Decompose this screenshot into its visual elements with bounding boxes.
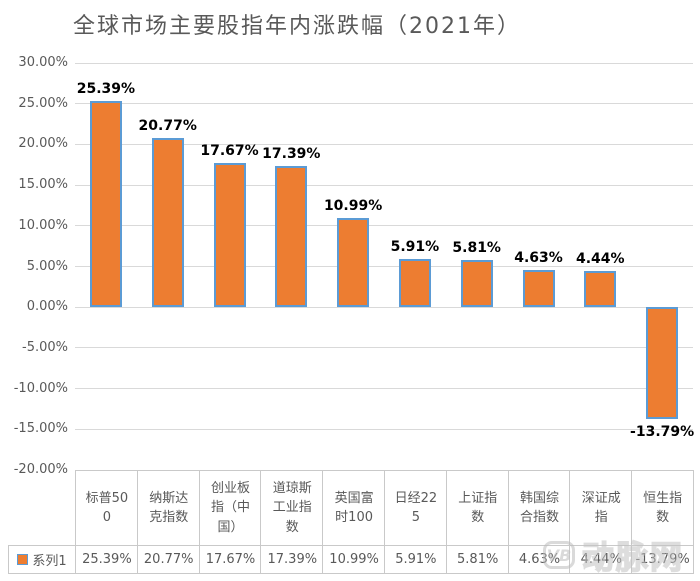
y-axis-tick-label: 15.00% [18,177,68,193]
data-label: 17.67% [200,143,259,160]
category-cell: 韩国综合指数 [507,470,571,545]
category-cell: 恒生指数 [631,470,694,545]
y-axis-tick-label: 5.00% [26,258,68,274]
series-name: 系列1 [32,554,67,569]
chart-bar [646,307,679,420]
category-cell: 深证成指 [569,470,633,545]
chart-bar [522,269,555,308]
category-cell: 道琼斯工业指数 [260,470,324,545]
value-cell: 17.39% [260,545,324,574]
data-label: 4.44% [576,251,625,268]
data-label: 17.39% [262,145,321,162]
chart-title: 全球市场主要股指年内涨跌幅（2021年） [73,14,521,39]
gridline [75,184,693,186]
category-cell: 上证指数 [445,470,509,545]
gridline [75,225,693,227]
gridline [75,266,693,267]
y-axis-tick-label: 0.00% [26,299,68,315]
chart-bar [275,165,308,308]
legend-cell: 系列1 [8,545,75,574]
gridline [75,306,693,308]
value-cell: -13.79% [631,545,694,574]
y-axis-tick-label: 20.00% [18,136,68,152]
y-axis-tick-label: -5.00% [22,339,68,355]
data-label: 20.77% [138,118,197,135]
gridline [75,428,693,430]
data-label: 4.63% [514,249,563,266]
data-label: 25.39% [76,80,136,97]
data-label: 5.91% [390,239,440,256]
gridline [75,347,693,349]
gridline [75,388,693,390]
chart-bar [213,163,246,308]
series-color-swatch [17,554,29,565]
gridline [75,62,693,64]
data-label: 10.99% [323,197,383,214]
value-cell: 4.44% [569,545,633,574]
y-axis-tick-label: -20.00% [13,462,68,477]
y-axis-tick-label: -15.00% [13,421,68,437]
chart-bar [398,259,431,308]
y-axis-tick-label: 30.00% [18,55,68,70]
value-cell: 10.99% [322,545,385,574]
value-cell: 5.81% [445,545,509,574]
category-cell: 日经225 [384,470,447,545]
value-cell: 5.91% [384,545,447,574]
chart-bar [584,271,617,308]
chart-bar [337,217,370,308]
y-axis-tick-label: 10.00% [18,217,68,233]
y-axis-tick-label: -10.00% [13,380,68,396]
gridline [75,143,693,145]
chart-bar [460,259,493,308]
value-cell: 17.67% [198,545,262,574]
value-cell: 4.63% [507,545,571,574]
chart-bar [89,100,122,308]
category-cell: 纳斯达克指数 [136,470,200,545]
value-cell: 25.39% [75,545,138,574]
category-cell: 创业板指（中国） [198,470,262,545]
category-cell: 标普500 [75,470,138,545]
category-cell: 英国富时100 [322,470,385,545]
data-label: 5.81% [452,239,501,256]
value-cell: 20.77% [136,545,200,574]
data-label: -13.79% [630,424,695,441]
gridline [75,103,693,105]
y-axis-tick-label: 25.00% [18,95,68,111]
chart-bar [151,138,184,308]
